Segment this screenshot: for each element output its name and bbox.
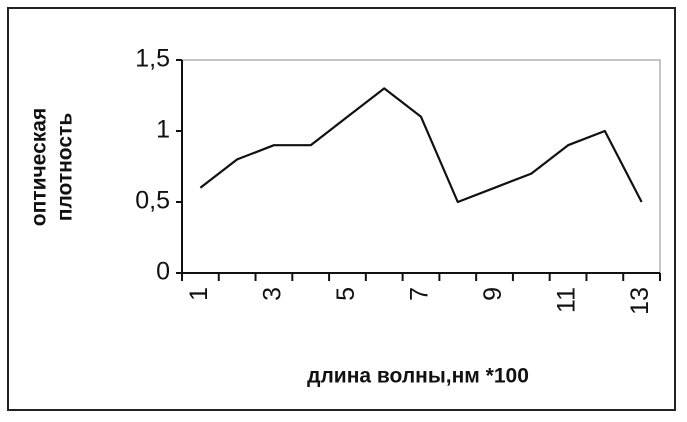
y-axis-label: плотность bbox=[54, 113, 77, 222]
y-tick-label: 1 bbox=[156, 116, 170, 144]
x-axis-label: длина волны,нм *100 bbox=[307, 365, 529, 388]
x-tick-label: 7 bbox=[406, 287, 434, 301]
y-tick-label: 0,5 bbox=[135, 187, 170, 215]
x-tick-label: 1 bbox=[185, 287, 213, 301]
x-tick-label: 3 bbox=[259, 287, 287, 301]
x-tick-label: 11 bbox=[553, 287, 581, 313]
data-line bbox=[199, 87, 643, 204]
x-tick-label: 13 bbox=[626, 287, 654, 315]
x-tick-label: 9 bbox=[479, 287, 507, 301]
chart-frame bbox=[7, 7, 676, 411]
y-tick-label: 1,5 bbox=[135, 45, 170, 73]
y-tick-label: 0 bbox=[156, 258, 170, 286]
x-tick-label: 5 bbox=[332, 287, 360, 301]
y-axis-label: оптическая bbox=[28, 108, 51, 226]
